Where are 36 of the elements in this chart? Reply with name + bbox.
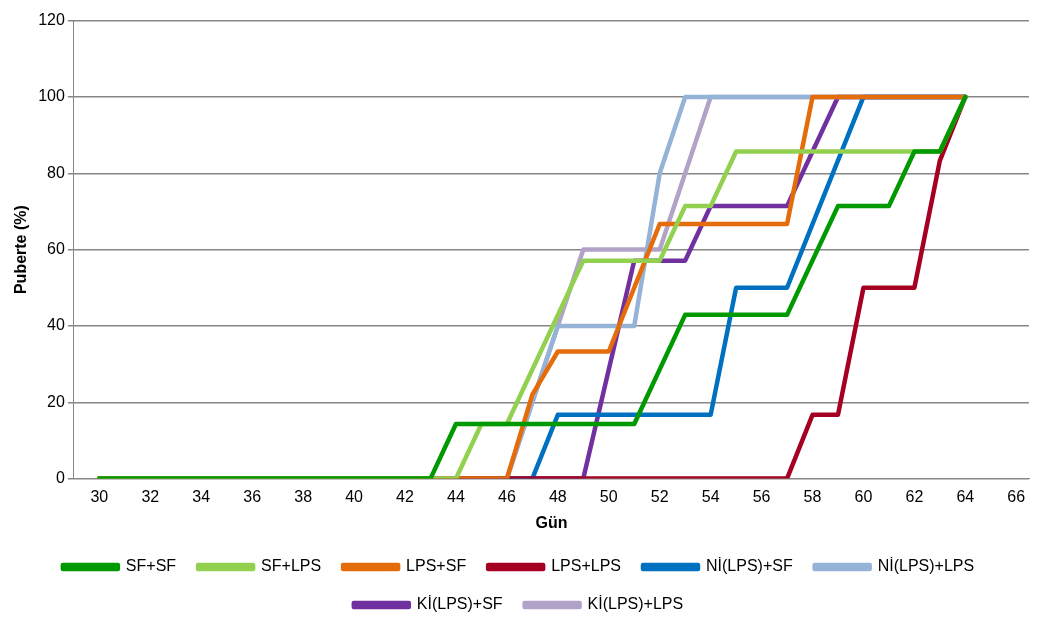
x-tick-label: 52 (650, 487, 669, 505)
legend-label: Nİ(LPS)+LPS (877, 556, 975, 575)
y-axis-title: Puberte (%) (12, 205, 30, 295)
legend-label: Kİ(LPS)+LPS (587, 594, 684, 613)
legend-label: SF+SF (125, 557, 177, 575)
y-tick-label: 20 (47, 392, 65, 410)
x-tick-label: 50 (599, 487, 618, 505)
x-tick-label: 56 (752, 487, 771, 505)
x-tick-label: 64 (956, 487, 975, 505)
x-tick-label: 40 (345, 487, 364, 505)
y-tick-label: 0 (55, 469, 65, 487)
y-tick-label: 60 (47, 240, 65, 258)
y-tick-label: 40 (47, 316, 65, 334)
x-tick-label: 60 (854, 487, 873, 505)
x-tick-label: 30 (90, 487, 109, 505)
x-axis-title: Gün (535, 513, 568, 531)
x-tick-label: 62 (905, 487, 924, 505)
legend-label: LPS+SF (406, 557, 467, 575)
x-tick-label: 54 (701, 487, 720, 505)
x-tick-label: 36 (243, 487, 262, 505)
legend-label: Nİ(LPS)+SF (705, 556, 793, 575)
x-tick-label: 42 (396, 487, 414, 505)
legend-label: LPS+LPS (551, 557, 621, 575)
x-tick-label: 46 (497, 487, 516, 505)
y-tick-label: 80 (47, 163, 65, 181)
legend-label: SF+LPS (261, 557, 322, 575)
x-tick-label: 48 (548, 487, 567, 505)
legend-label: Kİ(LPS)+SF (416, 594, 503, 613)
x-tick-label: 38 (294, 487, 313, 505)
y-tick-label: 120 (38, 11, 65, 29)
x-tick-label: 44 (447, 487, 465, 505)
x-tick-label: 66 (1007, 487, 1026, 505)
x-tick-label: 34 (192, 487, 211, 505)
x-tick-label: 58 (803, 487, 822, 505)
x-tick-label: 32 (141, 487, 160, 505)
y-tick-label: 100 (38, 87, 65, 105)
